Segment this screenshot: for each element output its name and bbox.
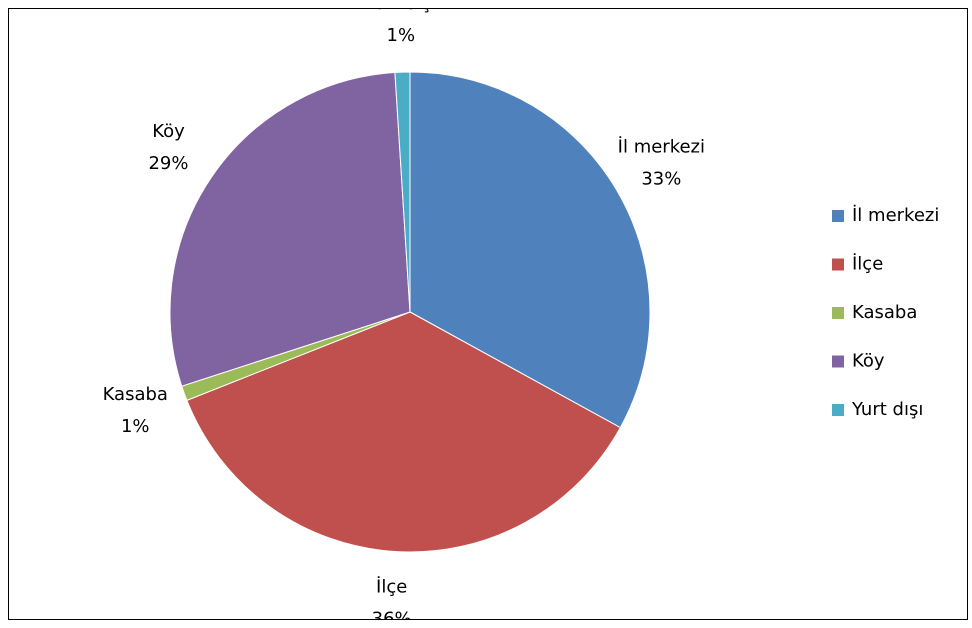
slice-category-label: Yurt dışı (364, 0, 436, 14)
legend-label: İl merkezi (852, 205, 939, 226)
legend-label: Yurt dışı (851, 399, 923, 420)
legend-label: Kasaba (852, 302, 917, 323)
slice-category-label: İl merkezi (618, 136, 705, 157)
slice-category-label: Köy (152, 121, 185, 142)
legend-swatch (832, 355, 844, 368)
pie-slice (169, 71, 411, 387)
legend-swatch (832, 210, 844, 222)
legend-swatch (832, 258, 844, 271)
slice-value-label: 1% (387, 25, 416, 46)
pie-slice (186, 311, 621, 553)
legend-label: İlçe (852, 254, 883, 275)
plot-area: İl merkezi 33% İlçe 36% Kasaba 1% Köy 29% Yurt d… (103, 0, 940, 624)
pie-slice (409, 71, 651, 429)
slice-value-label: 1% (121, 416, 150, 437)
slice-value-label: 36% (372, 608, 412, 624)
legend-swatch (832, 404, 844, 416)
legend-label: Köy (852, 351, 885, 372)
slice-value-label: 33% (641, 168, 681, 189)
legend-swatch (832, 307, 844, 319)
slice-category-label: İlçe (376, 576, 407, 597)
slice-category-label: Kasaba (103, 384, 168, 405)
slice-value-label: 29% (148, 153, 188, 174)
pie-slice (394, 71, 411, 313)
